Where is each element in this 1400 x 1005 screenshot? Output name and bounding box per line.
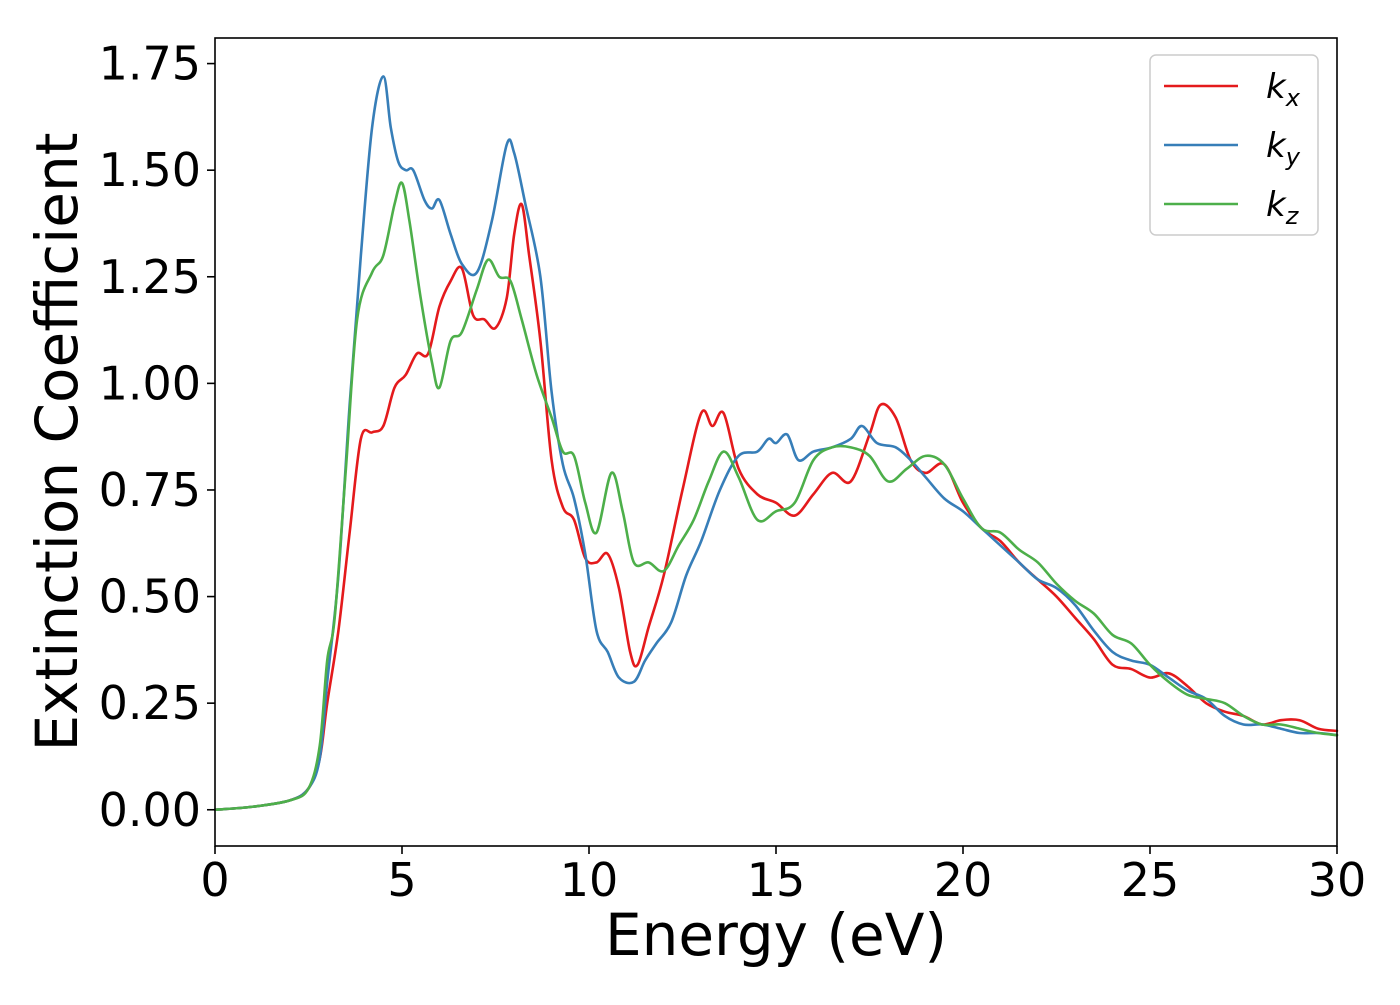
legend-subscript: z [1285, 202, 1300, 230]
y-tick-label: 0.00 [99, 783, 201, 837]
x-tick-label: 30 [1308, 853, 1367, 907]
y-tick-label: 1.25 [99, 250, 201, 304]
x-tick-label: 5 [387, 853, 416, 907]
y-tick-label: 1.00 [99, 356, 201, 410]
y-axis-ticks: 0.00 0.25 0.50 0.75 1.00 1.25 1.50 1.75 [99, 37, 215, 837]
series-layer [213, 75, 1339, 812]
x-axis-ticks: 0 5 10 15 20 25 30 [200, 846, 1366, 907]
y-tick-label: 0.25 [99, 676, 201, 730]
y-tick-label: 0.50 [99, 570, 201, 624]
y-tick-label: 0.75 [99, 463, 201, 517]
x-tick-label: 15 [747, 853, 806, 907]
x-tick-label: 25 [1121, 853, 1180, 907]
y-tick-label: 1.75 [99, 37, 201, 91]
y-tick-label: 1.50 [99, 143, 201, 197]
legend-subscript: x [1285, 84, 1301, 112]
series-line-x [213, 202, 1339, 812]
x-axis-label: Energy (eV) [605, 901, 947, 969]
x-tick-label: 10 [560, 853, 619, 907]
series-line-z [213, 181, 1339, 812]
y-axis-label: Extinction Coefficient [23, 133, 91, 752]
series-line-y [213, 75, 1339, 812]
x-tick-label: 20 [934, 853, 993, 907]
x-tick-label: 0 [200, 853, 229, 907]
legend-subscript: y [1285, 143, 1301, 171]
